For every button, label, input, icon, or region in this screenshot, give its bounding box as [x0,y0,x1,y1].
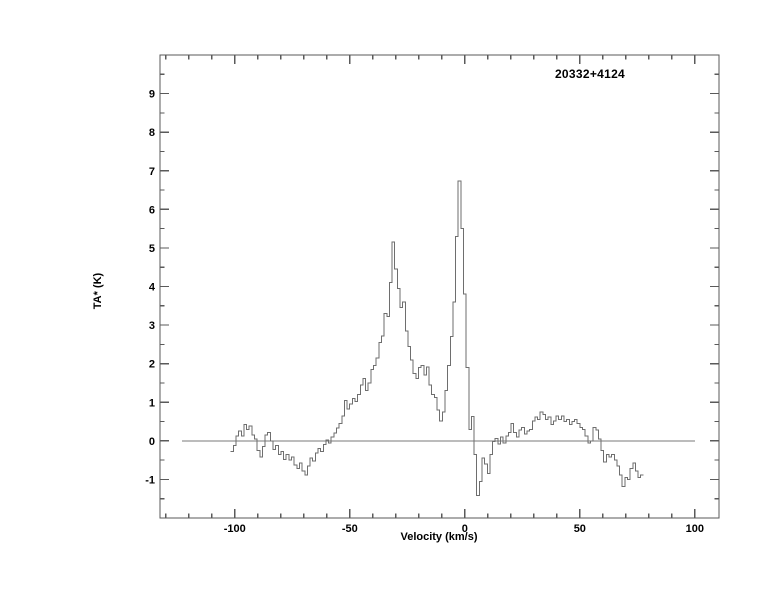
y-tick-label: 9 [149,89,155,101]
y-tick-label: 6 [149,204,155,216]
y-axis-title: TA* (K) [92,272,104,309]
y-tick-label: 3 [149,320,155,332]
axis-tick-labels: -100 -50 0 50 100 -1 0 1 2 3 4 5 6 7 8 9 [145,89,704,535]
source-name-label: 20332+4124 [555,67,625,81]
y-tick-label: 2 [149,359,155,371]
plot-frame-rect [159,54,720,519]
spectrum-data-layer [181,180,695,497]
spectrum-line [230,180,644,497]
x-tick-label: -50 [342,523,358,535]
x-tick-label: 100 [686,523,704,535]
y-tick-label: 8 [149,127,155,139]
x-tick-label: 50 [574,523,586,535]
y-tick-label: -1 [145,474,155,486]
axis-ticks [160,55,719,518]
y-tick-label: 0 [149,436,155,448]
y-tick-label: 1 [149,397,155,409]
plot-frame [159,54,720,519]
y-tick-label: 7 [149,166,155,178]
y-tick-label: 5 [149,243,155,255]
y-tick-label: 4 [149,282,156,294]
x-tick-label: 0 [462,523,468,535]
x-tick-label: -100 [224,523,246,535]
x-axis-title: Velocity (km/s) [400,531,477,543]
